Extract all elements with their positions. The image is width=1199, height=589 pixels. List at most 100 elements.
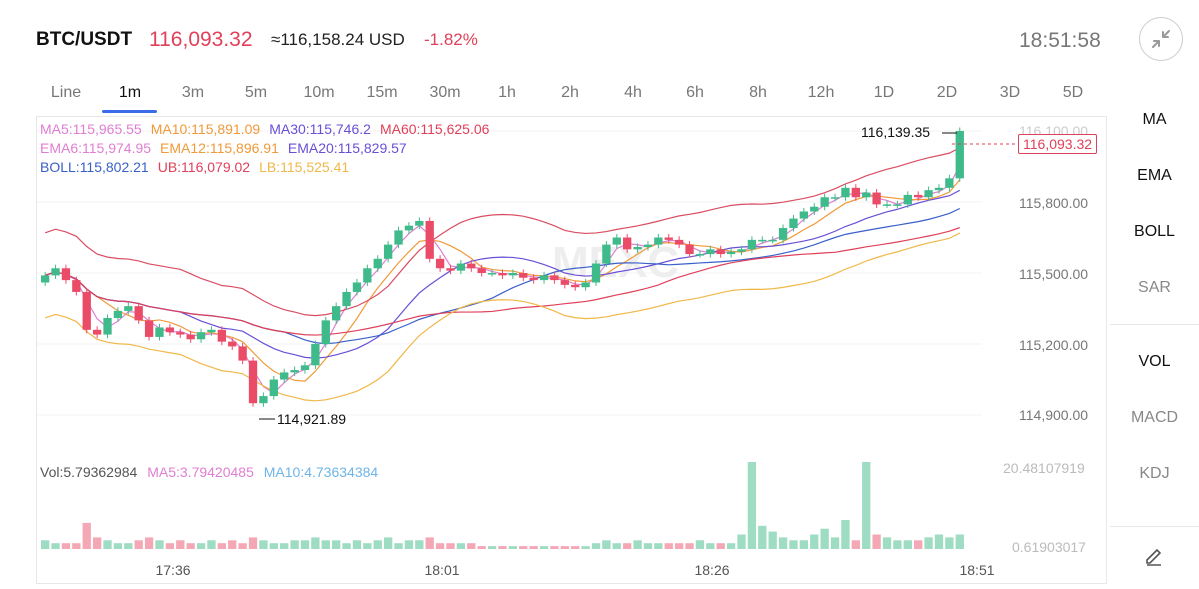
tab-1d[interactable]: 1D — [873, 84, 895, 101]
volume-bar — [529, 546, 538, 549]
volume-bar — [404, 540, 414, 549]
volume-max-label: 20.48107919 — [1003, 460, 1085, 476]
volume-bar — [664, 543, 673, 549]
candle — [217, 329, 226, 342]
tab-1m[interactable]: 1m — [118, 84, 142, 101]
tab-12h[interactable]: 12h — [807, 84, 835, 101]
candle — [945, 178, 954, 188]
price-axis-label: 115,800.00 — [1019, 195, 1089, 211]
tab-2d[interactable]: 2D — [936, 84, 958, 101]
minimize-button[interactable] — [1139, 17, 1183, 61]
volume-min-label: 0.61903017 — [1012, 539, 1086, 555]
volume-bar — [82, 522, 91, 549]
panel-divider — [1110, 526, 1199, 527]
candle — [332, 306, 341, 321]
tab-5m[interactable]: 5m — [244, 84, 268, 101]
candle — [144, 320, 154, 337]
last-price: 116,093.32 — [149, 28, 253, 51]
volume-bar — [695, 540, 705, 549]
volume-bar — [456, 543, 466, 549]
volume-bar — [61, 543, 71, 549]
candle — [737, 249, 746, 252]
indicator-toggle-boll[interactable]: BOLL — [1134, 223, 1175, 240]
timeframe-tabs: Line 1m 3m 5m 10m 15m 30m 1h 2h 4h 6h 8h 12h 1D 2D 3D 5D — [36, 84, 1106, 116]
volume-bar — [758, 525, 767, 549]
tab-4h[interactable]: 4h — [624, 84, 642, 101]
candle — [72, 280, 81, 292]
candle — [612, 237, 621, 245]
indicator-toggle-sar[interactable]: SAR — [1138, 279, 1171, 296]
volume-bar — [124, 543, 133, 549]
price-chart[interactable]: MEXC — [37, 117, 1106, 583]
indicator-toggle-ema[interactable]: EMA — [1137, 167, 1172, 184]
tab-15m[interactable]: 15m — [366, 84, 398, 101]
indicator-toggle-kdj[interactable]: KDJ — [1139, 465, 1170, 482]
candle — [934, 187, 944, 191]
candle — [342, 291, 351, 307]
volume-bar — [602, 540, 611, 549]
volume-bar — [498, 546, 507, 549]
indicator-panel: MA EMA BOLL SAR VOL MACD KDJ — [1110, 111, 1199, 584]
candle — [176, 332, 185, 335]
candle — [633, 246, 642, 250]
volume-bar — [446, 543, 455, 549]
tab-8h[interactable]: 8h — [749, 84, 767, 101]
tab-10m[interactable]: 10m — [303, 84, 335, 101]
candle — [404, 225, 414, 231]
usd-equivalent: ≈116,158.24 USD — [271, 30, 405, 49]
candle — [851, 187, 860, 198]
volume-bar — [487, 546, 497, 549]
candle — [425, 220, 434, 259]
candle — [591, 263, 601, 283]
volume-legend: Vol:5.79362984 MA5:3.79420485 MA10:4.736… — [40, 464, 378, 480]
indicator-toggle-vol[interactable]: VOL — [1138, 353, 1171, 370]
volume-bar — [248, 537, 258, 549]
indicator-toggle-macd[interactable]: MACD — [1130, 409, 1179, 426]
tab-3m[interactable]: 3m — [181, 84, 205, 101]
current-price-tag: 116,093.32 — [1018, 134, 1098, 154]
volume-bar — [612, 543, 621, 549]
volume-bar — [924, 537, 933, 549]
tab-5d[interactable]: 5D — [1062, 84, 1084, 101]
tab-1h[interactable]: 1h — [498, 84, 516, 101]
volume-bar — [747, 462, 757, 549]
candle — [363, 268, 372, 283]
tab-30m[interactable]: 30m — [429, 84, 461, 101]
volume-bar — [674, 543, 684, 549]
tab-line[interactable]: Line — [50, 84, 82, 101]
chart-area[interactable]: MEXC MA5:115,965.55 MA10:115,891.09 MA30:1… — [36, 116, 1107, 584]
volume-bar — [851, 540, 860, 549]
candle — [529, 277, 538, 281]
volume-bar — [321, 540, 330, 549]
pencil-icon[interactable] — [1143, 544, 1165, 566]
volume-bar — [945, 537, 954, 549]
tab-2h[interactable]: 2h — [561, 84, 579, 101]
volume-bar — [113, 543, 123, 549]
trading-pair[interactable]: BTC/USDT — [36, 29, 133, 50]
candle — [882, 204, 892, 206]
time-axis-label: 18:26 — [694, 562, 730, 578]
tab-6h[interactable]: 6h — [686, 84, 704, 101]
candle — [571, 284, 580, 288]
indicator-toggle-ma[interactable]: MA — [1142, 111, 1167, 128]
candle — [394, 230, 403, 245]
volume-bar — [477, 546, 486, 549]
indicator-value: MA10:115,891.09 — [150, 121, 261, 137]
indicator-value: MA30:115,746.2 — [269, 121, 371, 137]
indicator-value: MA60:115,625.06 — [379, 121, 490, 137]
volume-bar — [955, 534, 964, 549]
candle — [872, 192, 881, 205]
header: BTC/USDT 116,093.32 ≈116,158.24 USD -1.8… — [0, 0, 1199, 80]
volume-bar — [716, 543, 725, 549]
candle — [321, 320, 330, 345]
volume-bar — [882, 537, 892, 549]
active-tab-indicator — [102, 110, 157, 113]
volume-bar — [685, 543, 694, 549]
high-price-label: 116,139.35 — [861, 124, 931, 140]
volume-bar — [332, 540, 341, 549]
volume-bar — [726, 543, 736, 549]
candle — [768, 239, 777, 242]
candle — [758, 239, 767, 242]
candle — [539, 275, 549, 281]
tab-3d[interactable]: 3D — [999, 84, 1021, 101]
